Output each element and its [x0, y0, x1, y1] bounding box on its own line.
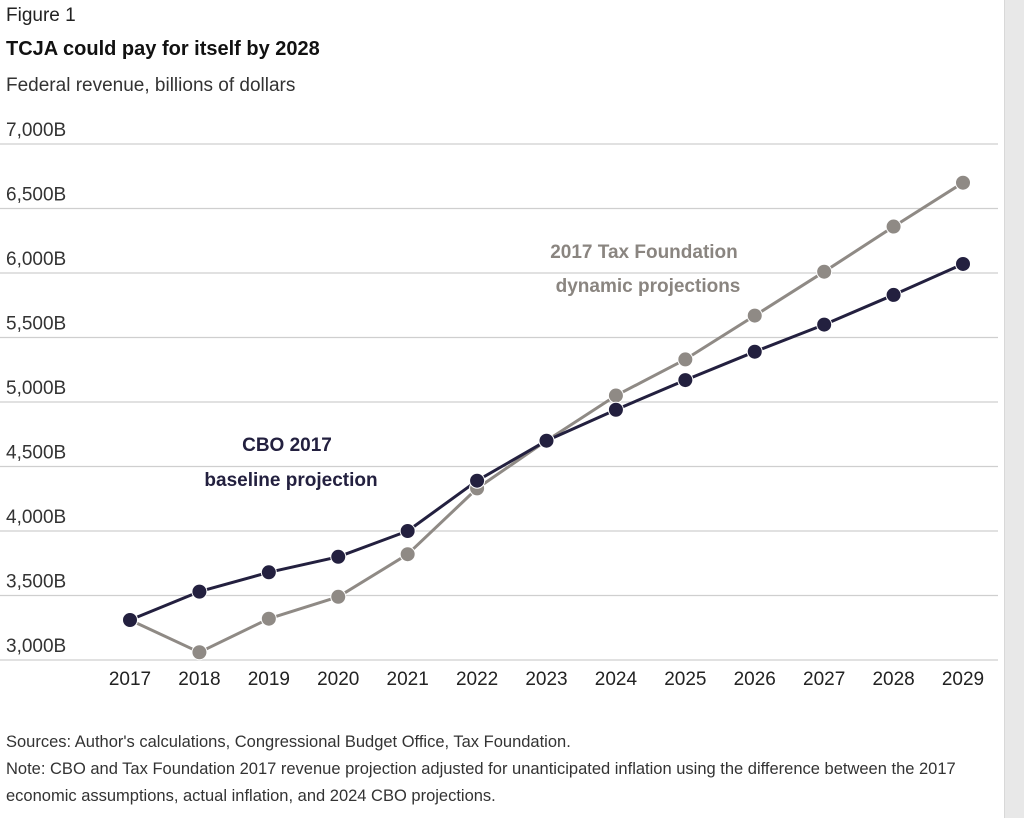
y-tick-label: 3,000B: [6, 636, 66, 657]
data-point: [746, 343, 763, 360]
data-point: [955, 174, 971, 191]
figure-label: Figure 1: [6, 5, 76, 26]
data-point: [469, 472, 486, 489]
data-point: [607, 401, 624, 418]
line-chart: 7,000B 6,500B 6,000B 5,500B 5,000B 4,500B 4,00…: [0, 120, 998, 690]
x-tick-label: 2020: [317, 669, 359, 690]
tax-foundation-label-line-1: 2017 Tax Foundation: [550, 242, 738, 263]
chart-title: TCJA could pay for itself by 2028: [6, 38, 320, 60]
data-point: [538, 432, 555, 449]
y-tick-label: 4,000B: [6, 507, 66, 528]
chart-subtitle: Federal revenue, billions of dollars: [6, 75, 296, 96]
x-tick-label: 2025: [664, 669, 706, 690]
sources-note: Sources: Author's calculations, Congress…: [6, 733, 571, 751]
x-tick-label: 2019: [248, 669, 290, 690]
data-point: [122, 612, 138, 629]
series-group: [122, 174, 971, 661]
data-point: [885, 218, 902, 235]
x-tick-label: 2017: [109, 669, 151, 690]
data-point: [885, 286, 902, 303]
data-point: [746, 307, 763, 324]
x-tick-label: 2022: [456, 669, 498, 690]
x-tick-label: 2027: [803, 669, 845, 690]
data-point: [399, 523, 416, 539]
data-point: [677, 351, 694, 368]
x-tick-label: 2024: [595, 669, 638, 690]
x-tick-label: 2018: [178, 669, 220, 690]
data-point: [191, 644, 208, 661]
x-tick-label: 2028: [872, 669, 914, 690]
data-point: [399, 546, 416, 563]
y-tick-label: 7,000B: [6, 120, 66, 141]
y-tick-label: 3,500B: [6, 572, 66, 593]
data-point: [330, 548, 347, 565]
y-axis-tick-labels: 7,000B 6,500B 6,000B 5,500B 5,000B 4,500B 4,00…: [6, 120, 66, 657]
grid-lines: [0, 143, 998, 661]
cbo-label-line-1: CBO 2017: [242, 435, 332, 456]
y-tick-label: 6,500B: [6, 185, 66, 206]
data-point: [330, 588, 347, 605]
x-tick-label: 2026: [734, 669, 776, 690]
x-axis-tick-labels: 2017 2018 2019 2020 2021 2022 2023 2024 2025 2026…: [109, 669, 984, 690]
y-tick-label: 4,500B: [6, 443, 66, 464]
cbo-label-line-2: baseline projection: [204, 470, 377, 491]
data-point: [191, 583, 208, 600]
data-point: [260, 564, 277, 581]
x-tick-label: 2023: [525, 669, 567, 690]
data-point: [955, 255, 971, 272]
series-line-1: [129, 181, 964, 654]
tax-foundation-label-line-2: dynamic projections: [556, 276, 741, 297]
window-edge: [1005, 0, 1024, 818]
y-tick-label: 5,500B: [6, 314, 66, 335]
series-annotations: CBO 2017 baseline projection 2017 Tax Foun…: [204, 242, 740, 491]
methodology-note: Note: CBO and Tax Foundation 2017 revenu…: [6, 760, 956, 805]
y-tick-label: 6,000B: [6, 249, 66, 270]
data-point: [607, 387, 624, 404]
x-tick-label: 2029: [942, 669, 984, 690]
data-point: [816, 316, 833, 333]
y-tick-label: 5,000B: [6, 378, 66, 399]
x-tick-label: 2021: [387, 669, 429, 690]
footnotes: Sources: Author's calculations, Congress…: [6, 729, 996, 810]
data-point: [260, 610, 277, 627]
data-point: [677, 372, 694, 389]
data-point: [816, 263, 833, 280]
